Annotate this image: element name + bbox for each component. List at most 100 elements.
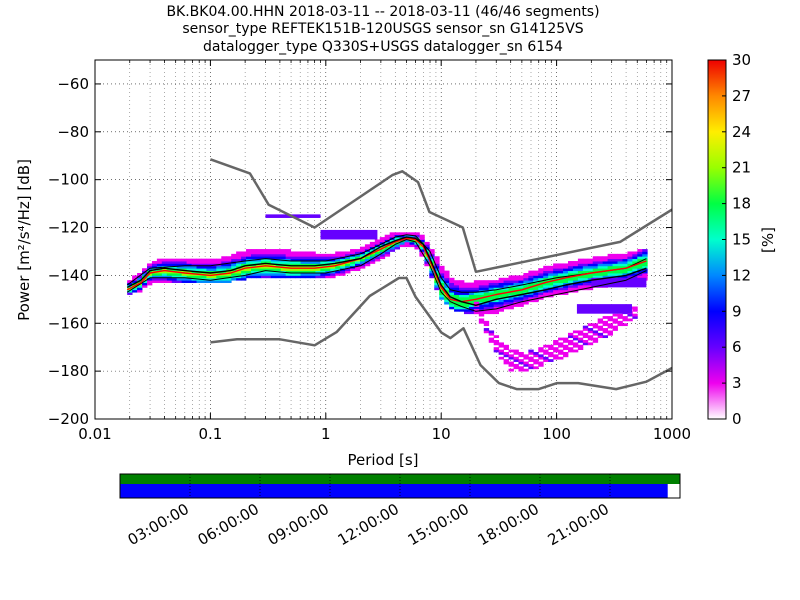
density-cell [201, 268, 207, 272]
density-cell [320, 270, 326, 274]
density-cell [602, 265, 609, 269]
density-cell [330, 263, 336, 267]
density-cell [523, 301, 529, 305]
density-cell [572, 344, 579, 348]
density-cell [523, 361, 529, 365]
density-cell [563, 268, 569, 272]
density-cell [642, 275, 648, 279]
density-cell [241, 268, 247, 272]
density-cell [582, 284, 589, 288]
density-cell [567, 287, 574, 291]
density-cell [404, 239, 410, 243]
density-cell [186, 268, 192, 272]
density-cell [305, 261, 311, 264]
density-cell [300, 261, 306, 264]
density-cell [345, 268, 351, 272]
density-cell [265, 258, 272, 262]
density-cell [637, 275, 643, 279]
density-cell [592, 337, 599, 341]
density-cell [463, 289, 470, 293]
density-cell [617, 265, 623, 269]
density-cell [454, 287, 460, 291]
density-cell [493, 287, 500, 291]
density-cell [265, 251, 272, 255]
density-cell [478, 306, 485, 310]
density-cell [236, 253, 242, 257]
density-cell [577, 287, 584, 291]
density-cell [503, 344, 509, 348]
density-cell [592, 332, 599, 336]
density-cell [394, 234, 400, 238]
density-cell [518, 287, 524, 291]
density-cell [255, 251, 262, 255]
density-cell [592, 275, 599, 279]
density-cell [221, 256, 227, 260]
density-cell [612, 265, 618, 269]
density-cell [617, 273, 623, 276]
density-cell [146, 263, 153, 267]
density-cell [449, 301, 455, 305]
density-cell [310, 270, 316, 274]
density-cell [379, 253, 386, 257]
density-cell [567, 284, 574, 288]
density-cell [468, 299, 475, 303]
density-cell [369, 253, 376, 257]
density-cell [533, 366, 539, 370]
density-cell [206, 261, 212, 264]
density-cell [389, 239, 396, 243]
x-tick-label: 0.01 [78, 425, 111, 443]
percentile-curve [126, 239, 647, 312]
density-cell [607, 256, 613, 260]
colorbar-tick-label: 12 [732, 266, 751, 284]
density-cell [236, 258, 242, 262]
density-cell [325, 273, 331, 276]
density-cell [137, 284, 143, 288]
density-cell [459, 299, 465, 303]
density-cell [419, 253, 425, 257]
density-cell [478, 313, 485, 317]
time-tick-label: 03:00:00 [125, 500, 192, 549]
density-cell [642, 249, 648, 252]
density-cell [563, 284, 569, 288]
density-cell [161, 275, 168, 279]
density-cell [597, 265, 604, 269]
density-cell [409, 234, 415, 238]
density-cell [587, 284, 594, 288]
density-cell [226, 261, 232, 264]
density-cell [414, 237, 420, 240]
density-cell [270, 268, 277, 272]
density-cell [221, 280, 227, 283]
density-cell [572, 349, 579, 353]
density-cell [186, 273, 192, 276]
density-cell [211, 265, 217, 269]
density-cell [617, 263, 623, 267]
density-cell [211, 268, 217, 272]
density-cell [632, 265, 638, 269]
density-cell [577, 263, 584, 267]
density-cell [508, 349, 514, 353]
density-cell [637, 268, 643, 272]
density-cell [255, 268, 262, 272]
density-cell [419, 246, 425, 250]
density-cell [523, 273, 529, 276]
density-cell [434, 256, 440, 260]
density-cell [498, 289, 504, 293]
density-cell [221, 261, 227, 264]
density-cell [439, 294, 445, 298]
density-cell [419, 234, 425, 238]
density-cell [587, 258, 594, 262]
density-cell [533, 354, 539, 358]
density-cell [246, 249, 252, 252]
density-cell [483, 306, 490, 310]
density-cell [389, 249, 396, 252]
density-cell [290, 270, 296, 274]
density-cell [523, 296, 529, 300]
density-cell [265, 253, 272, 257]
density-cell [270, 253, 277, 257]
density-cell [602, 263, 609, 267]
density-cell [553, 273, 559, 276]
density-cell [439, 275, 445, 279]
density-cell [414, 241, 420, 245]
density-cell [211, 261, 217, 264]
density-cell [563, 337, 569, 341]
